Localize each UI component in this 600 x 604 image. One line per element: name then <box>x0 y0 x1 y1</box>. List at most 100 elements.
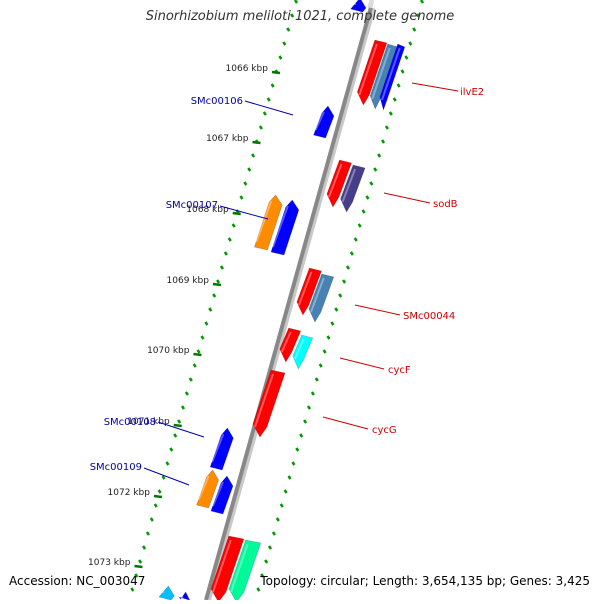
major-tick <box>271 70 281 75</box>
gene-label-reverse[interactable]: SMc00108 <box>104 417 156 428</box>
gene-label-forward[interactable]: cycF <box>388 365 411 376</box>
tick-mark-left <box>138 559 143 564</box>
tick-mark-left <box>169 447 174 452</box>
tick-label: 1071 kbp <box>127 417 170 427</box>
tick-mark-left <box>200 335 205 340</box>
gene-label-reverse[interactable]: SMc00107 <box>166 200 218 211</box>
gene-feature-reverse <box>210 475 234 515</box>
tick-mark-left <box>239 195 244 200</box>
tick-mark-right <box>267 545 273 550</box>
tick-mark-right <box>404 55 409 60</box>
tick-mark-right <box>345 265 351 270</box>
tick-mark-right <box>330 321 335 326</box>
tick-mark-right <box>318 363 323 368</box>
tick-mark-right <box>295 447 300 452</box>
tick-mark-left <box>266 97 271 102</box>
tick-mark-right <box>342 279 347 284</box>
label-connector <box>157 421 205 438</box>
gene-feature-reverse <box>254 194 283 251</box>
tick-mark-left <box>278 55 283 60</box>
gene-feature-forward <box>308 273 335 323</box>
major-tick <box>193 352 202 357</box>
tick-mark-right <box>322 349 327 354</box>
tick-mark-left <box>219 265 225 270</box>
tick-mark-left <box>286 27 291 32</box>
tick-mark-right <box>338 293 343 298</box>
tick-mark-left <box>247 167 252 172</box>
tick-mark-right <box>314 377 319 382</box>
tick-mark-left <box>196 349 201 354</box>
tick-mark-right <box>357 223 362 228</box>
gene-feature-forward-shine <box>380 47 401 101</box>
gene-feature-forward <box>296 267 322 316</box>
label-connector <box>411 82 459 92</box>
tick-mark-right <box>408 41 413 46</box>
gene-feature-forward <box>379 43 406 112</box>
tick-mark-left <box>145 531 150 536</box>
gene-feature-reverse <box>350 0 367 13</box>
gene-feature-reverse-shine <box>212 481 224 507</box>
tick-mark-left <box>223 251 228 256</box>
gene-feature-forward-shine <box>297 271 313 306</box>
gene-feature-reverse-shine <box>255 200 273 243</box>
gene-feature-forward <box>292 334 314 370</box>
tick-label: 1073 kbp <box>88 558 131 568</box>
tick-mark-right <box>264 559 269 564</box>
gene-feature-reverse-shine <box>314 111 325 131</box>
tick-mark-right <box>287 475 292 480</box>
gene-feature-forward-shine <box>293 338 305 360</box>
tick-mark-right <box>326 335 331 340</box>
major-tick <box>173 423 182 428</box>
gene-label-forward[interactable]: SMc00044 <box>403 311 455 322</box>
tick-mark-right <box>279 503 284 508</box>
tick-mark-left <box>258 125 263 130</box>
major-tick <box>134 564 143 569</box>
gene-label-reverse[interactable]: SMc00106 <box>191 96 243 107</box>
topology-label: Topology: circular; Length: 3,654,135 bp… <box>260 574 590 588</box>
gene-feature-forward <box>252 369 286 438</box>
tick-mark-right <box>334 307 339 312</box>
gene-feature-forward-shine <box>309 277 325 313</box>
gene-label-reverse[interactable]: SMc00109 <box>90 462 142 473</box>
gene-feature-forward-shine <box>341 168 357 203</box>
tick-mark-left <box>216 279 221 284</box>
label-connector <box>339 357 385 370</box>
tick-mark-right <box>419 0 425 4</box>
tick-mark-right <box>365 195 370 200</box>
gene-feature-forward-shine <box>253 373 274 428</box>
major-tick <box>153 494 163 499</box>
label-connector <box>383 192 431 204</box>
gene-label-forward[interactable]: ilvE2 <box>460 87 484 98</box>
tick-mark-left <box>192 363 197 368</box>
backbone-fade <box>367 0 375 9</box>
genome-title: Sinorhizobium meliloti 1021, complete ge… <box>145 9 455 24</box>
tick-mark-right <box>303 419 308 424</box>
tick-mark-right <box>306 405 312 410</box>
gene-label-forward[interactable]: cycG <box>372 425 397 436</box>
tick-mark-right <box>400 69 405 74</box>
tick-mark-right <box>353 237 358 242</box>
tick-mark-left <box>188 377 193 382</box>
gene-feature-forward <box>279 327 302 363</box>
tick-mark-left <box>161 475 166 480</box>
tick-mark-left <box>153 503 158 508</box>
gene-feature-reverse-shine <box>197 475 210 501</box>
tick-mark-left <box>177 419 182 424</box>
tick-mark-left <box>180 405 186 410</box>
tick-mark-right <box>291 461 296 466</box>
tick-mark-right <box>349 251 354 256</box>
tick-label: 1066 kbp <box>226 64 269 74</box>
backbone-line <box>204 7 373 601</box>
gene-label-forward[interactable]: sodB <box>433 199 458 210</box>
tick-label: 1070 kbp <box>147 346 190 356</box>
tick-mark-left <box>165 461 170 466</box>
tick-mark-left <box>290 13 295 18</box>
accession-label: Accession: NC_003047 <box>9 574 146 588</box>
gene-feature-forward-shine <box>280 331 292 353</box>
gene-feature-reverse-shine <box>211 433 225 463</box>
tick-mark-left <box>293 0 299 4</box>
tick-mark-left <box>141 545 147 550</box>
tick-mark-right <box>299 433 304 438</box>
tick-mark-left <box>212 293 217 298</box>
tick-mark-right <box>377 153 382 158</box>
